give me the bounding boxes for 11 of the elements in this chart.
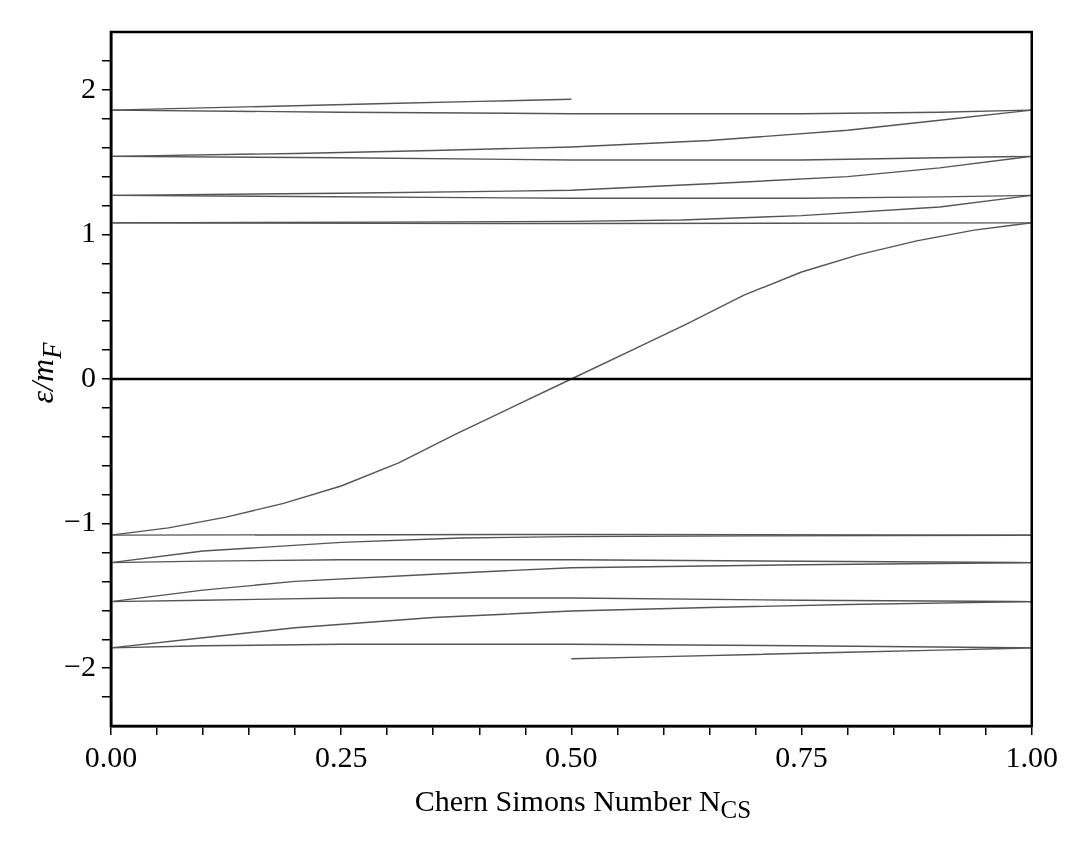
x-tick-label: 0.50 bbox=[545, 739, 598, 773]
y-tick-label: 0 bbox=[80, 359, 96, 393]
y-tick-label: −1 bbox=[64, 504, 96, 538]
x-tick-label: 0.00 bbox=[84, 739, 138, 773]
x-tick-label: 0.75 bbox=[775, 739, 828, 773]
y-tick-label: −2 bbox=[64, 649, 96, 683]
x-tick-label: 1.00 bbox=[1005, 739, 1058, 773]
y-tick-label: 2 bbox=[80, 70, 96, 104]
x-tick-label: 0.25 bbox=[314, 739, 368, 773]
x-axis-title: Chern Simons Number N$_{CS}$ bbox=[413, 784, 753, 824]
y-tick-label: 1 bbox=[80, 215, 96, 249]
